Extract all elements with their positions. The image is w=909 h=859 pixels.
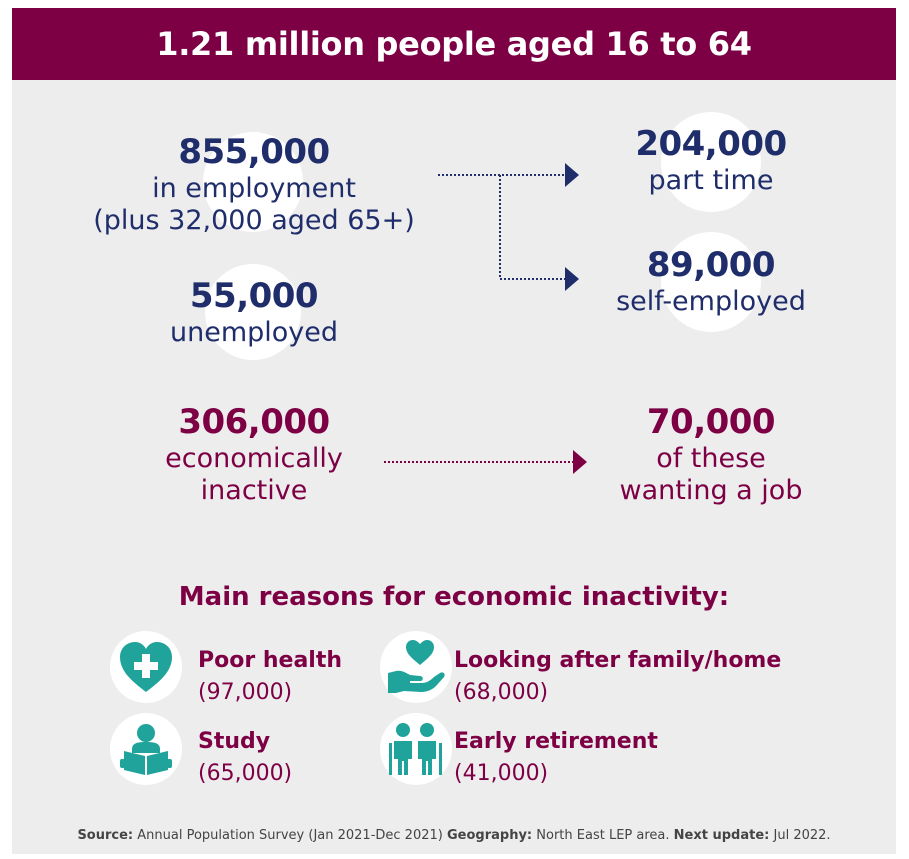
employment-label: in employment <box>152 172 356 204</box>
part-time-number: 204,000 <box>635 124 787 164</box>
reason-label: Looking after family/home <box>454 648 782 673</box>
stat-wanting-job: 70,000 of these wanting a job <box>580 402 842 508</box>
heart-medical-icon <box>110 631 182 703</box>
source-text: Annual Population Survey (Jan 2021-Dec 2… <box>137 828 443 843</box>
geography-label: Geography: <box>446 828 533 843</box>
next-update-text: Jul 2022. <box>773 828 831 843</box>
unemployed-number: 55,000 <box>189 276 319 316</box>
reason-value: (97,000) <box>198 680 293 705</box>
stat-employment: 855,000 in employment (plus 32,000 aged … <box>60 132 448 238</box>
elderly-couple-icon <box>380 713 452 785</box>
arrow-to-part-time <box>438 163 579 187</box>
employment-number: 855,000 <box>178 132 330 172</box>
wanting-job-number: 70,000 <box>646 402 776 442</box>
arrow-to-self-employed <box>499 175 579 291</box>
stat-inactive: 306,000 economically inactive <box>100 402 408 508</box>
stat-unemployed: 55,000 unemployed <box>100 276 408 349</box>
source-label: Source: <box>77 828 134 843</box>
wanting-job-label-line2: wanting a job <box>619 475 803 507</box>
employment-sub-label: (plus 32,000 aged 65+) <box>93 205 415 237</box>
inactive-label-line1: economically <box>165 442 343 474</box>
self-employed-label: self-employed <box>616 285 806 317</box>
stat-part-time: 204,000 part time <box>580 124 842 197</box>
self-employed-number: 89,000 <box>646 245 776 285</box>
reason-label: Study <box>198 729 271 754</box>
reasons-title: Main reasons for economic inactivity: <box>178 582 730 612</box>
decor-circle-employment <box>203 132 303 232</box>
reason-value: (65,000) <box>198 761 293 786</box>
unemployed-label: unemployed <box>169 316 339 348</box>
part-time-label: part time <box>648 164 774 196</box>
reason-label: Poor health <box>198 648 343 673</box>
page-title: 1.21 million people aged 16 to 64 <box>12 8 896 80</box>
reading-person-icon <box>110 713 182 785</box>
next-update-label: Next update: <box>673 828 770 843</box>
decor-circle-part-time <box>661 112 761 212</box>
reason-label: Early retirement <box>454 729 658 754</box>
geography-text: North East LEP area. <box>536 828 670 843</box>
wanting-job-label-line1: of these <box>656 442 766 474</box>
hand-heart-icon <box>380 631 452 703</box>
decor-circle-unemployed <box>205 264 301 360</box>
inactive-number: 306,000 <box>178 402 330 442</box>
decor-circle-self-employed <box>661 232 761 332</box>
arrow-to-wanting-job <box>384 450 587 474</box>
reason-value: (68,000) <box>454 680 549 705</box>
reason-value: (41,000) <box>454 761 549 786</box>
source-footnote: Source: Annual Population Survey (Jan 20… <box>12 828 896 843</box>
inactive-label-line2: inactive <box>200 475 308 507</box>
stat-self-employed: 89,000 self-employed <box>580 245 842 318</box>
